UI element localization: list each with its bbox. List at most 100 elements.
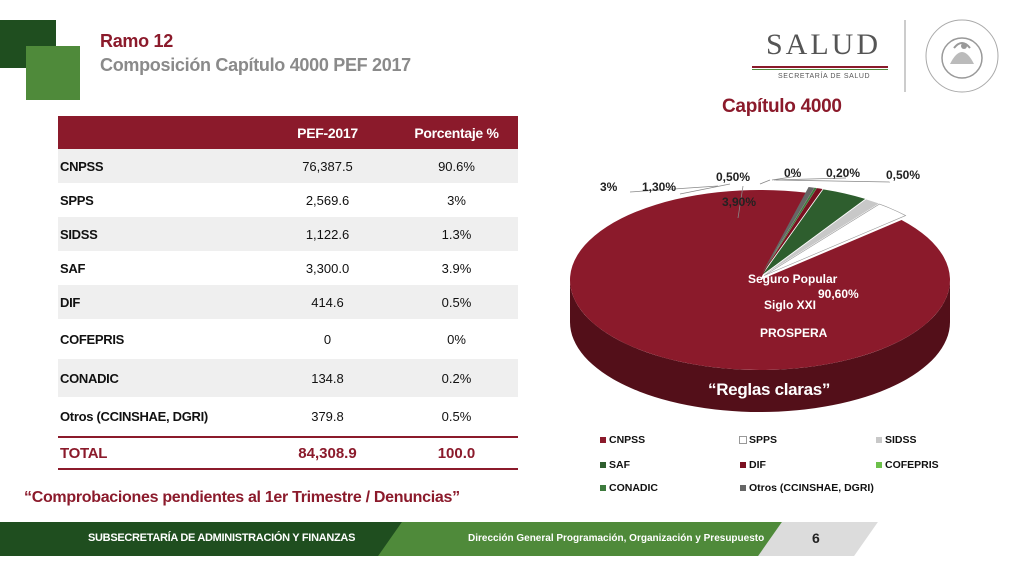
pie-slice-dif [761,188,823,275]
row-value: 414.6 [260,285,395,319]
annotation-reglas-claras: “Reglas claras” [708,380,831,399]
footer-bar: SUBSECRETARÍA DE ADMINISTRACIÓN Y FINANZ… [0,522,1024,556]
legend-item: CNPSS [600,434,645,446]
legend-label: SIDSS [885,434,917,446]
data-label-saf: 3,90% [722,195,757,209]
row-label: SIDSS [58,217,260,251]
table-row: CNPSS 76,387.5 90.6% [58,149,518,183]
chart-title: Capítulo 4000 [722,96,842,117]
legend-swatch [600,437,606,444]
pie-slice-conadic [761,187,817,275]
logo-line-green [752,69,888,70]
table-row: Otros (CCINSHAE, DGRI) 379.8 0.5% [58,397,518,437]
legend-swatch [739,436,747,445]
row-label: Otros (CCINSHAE, DGRI) [58,397,260,437]
row-value: 76,387.5 [260,149,395,183]
table-header-row: PEF-2017 Porcentaje % [58,116,518,149]
corner-square-light [26,46,80,100]
pie-leader-line [759,179,771,185]
salud-logo: SALUD SECRETARÍA DE SALUD [752,28,890,80]
legend-label: SAF [609,459,630,471]
table-row: DIF 414.6 0.5% [58,285,518,319]
row-label: SPPS [58,183,260,217]
data-label-sidss: 1,30% [642,180,677,194]
row-label: CONADIC [58,359,260,397]
logo-line-red [752,66,888,68]
table-row: SPPS 2,569.6 3% [58,183,518,217]
logo-subtitle: SECRETARÍA DE SALUD [778,73,871,80]
table-header-cell: PEF-2017 [260,116,395,149]
row-value: 3,300.0 [260,251,395,285]
row-label: COFEPRIS [58,319,260,359]
pie-leader-line [773,177,847,181]
page-subtitle: Composición Capítulo 4000 PEF 2017 [100,55,411,75]
pie-slice-sidss [763,199,879,276]
row-value: 379.8 [260,397,395,437]
row-value: 134.8 [260,359,395,397]
legend-item: COFEPRIS [876,459,939,471]
legend-label: Otros (CCINSHAE, DGRI) [749,482,874,494]
legend-item: SPPS [739,434,778,446]
row-percent: 0% [395,319,518,359]
row-value: 0 [260,319,395,359]
data-label-dif: 0,50% [716,170,751,184]
pie-slice-cnpss [570,190,950,370]
total-label: TOTAL [58,436,260,470]
legend-swatch [600,462,606,469]
pie-leader-line [737,185,744,219]
table-row: CONADIC 134.8 0.2% [58,359,518,397]
pie-leader-line [629,185,719,193]
legend-item: DIF [740,459,766,471]
annotation-prospera: PROSPERA [760,326,828,340]
budget-table: PEF-2017 Porcentaje % CNPSS 76,387.5 90.… [58,116,518,470]
annotation-seguro-popular: Seguro Popular [748,272,838,286]
data-label-cnpss: 90,60% [818,287,859,301]
row-percent: 3.9% [395,251,518,285]
total-value: 84,308.9 [260,436,395,470]
annotation-siglo-xxi: Siglo XXI [764,298,817,312]
pending-note: “Comprobaciones pendientes al 1er Trimes… [24,489,460,506]
legend-label: CONADIC [609,482,658,494]
legend-item: CONADIC [600,482,658,494]
legend-swatch [600,485,606,492]
legend-item: SAF [600,459,630,471]
data-label-conadic: 0,20% [826,166,861,180]
row-value: 2,569.6 [260,183,395,217]
legend-label: SPPS [749,434,778,446]
logo-word: SALUD [766,28,882,61]
pie-chart [570,175,950,412]
legend-item: SIDSS [876,434,917,446]
table-row: SIDSS 1,122.6 1.3% [58,217,518,251]
legend-swatch [740,462,746,469]
row-value: 1,122.6 [260,217,395,251]
pie-leader-line [679,183,731,195]
legend-label: DIF [749,459,766,471]
row-percent: 90.6% [395,149,518,183]
pie-slice-spps [763,203,907,276]
pie-slice-saf [762,189,866,275]
header-divider [904,20,906,92]
legend-label: CNPSS [609,434,646,446]
row-label: CNPSS [58,149,260,183]
page-number: 6 [812,530,820,546]
legend-label: COFEPRIS [885,459,939,471]
legend-swatch [876,462,882,469]
footer-subsecretaria: SUBSECRETARÍA DE ADMINISTRACIÓN Y FINANZ… [88,532,356,544]
row-percent: 0.2% [395,359,518,397]
legend-item: Otros (CCINSHAE, DGRI) [740,482,874,494]
row-label: DIF [58,285,260,319]
pie-side [570,280,950,412]
row-percent: 0.5% [395,397,518,437]
table-header-cell [58,116,260,149]
total-percent: 100.0 [395,436,518,470]
row-percent: 3% [395,183,518,217]
table-row: COFEPRIS 0 0% [58,319,518,359]
legend-swatch [876,437,882,444]
data-label-otros: 0,50% [886,168,921,182]
data-label-cofepris: 0% [784,166,802,180]
legend-swatch [740,485,746,492]
table-row: SAF 3,300.0 3.9% [58,251,518,285]
row-percent: 0.5% [395,285,518,319]
pie-leader-line [775,179,891,183]
table-total-row: TOTAL 84,308.9 100.0 [58,436,518,470]
